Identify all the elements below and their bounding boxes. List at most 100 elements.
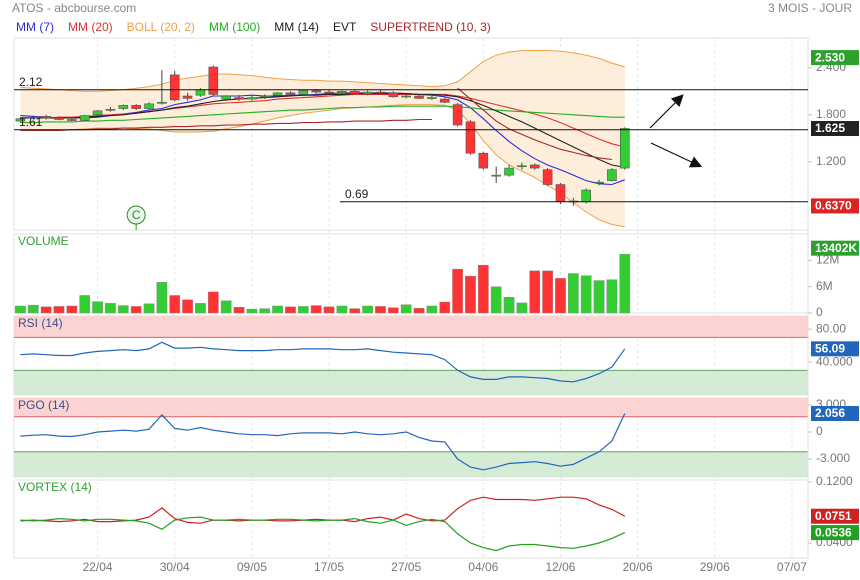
arrow-up xyxy=(649,94,684,129)
volume-bar xyxy=(130,306,142,314)
volume-bar xyxy=(272,305,283,314)
indicator-line xyxy=(20,413,626,471)
volume-bar xyxy=(310,305,322,314)
indicator-line xyxy=(20,93,625,168)
candle-body xyxy=(427,97,437,99)
event-marker xyxy=(126,205,146,225)
zone xyxy=(14,451,808,477)
candle-body xyxy=(619,128,630,169)
volume-bar xyxy=(439,301,451,314)
level-label: 0.69 xyxy=(345,187,369,201)
candle-body xyxy=(54,117,64,120)
zone xyxy=(14,398,808,417)
legend-item: SUPERTREND (10, 3) xyxy=(370,20,490,34)
volume-bar xyxy=(555,278,566,314)
candle-body xyxy=(594,181,604,184)
x-tick-label: 30/04 xyxy=(160,560,190,574)
volume-bar xyxy=(233,307,245,314)
y-tick-label: 0 xyxy=(816,305,823,319)
candle-body xyxy=(169,74,180,101)
y-tick-label: 80.00 xyxy=(816,321,846,335)
candle-body xyxy=(529,164,540,169)
candle-body xyxy=(15,118,26,122)
volume-bar xyxy=(452,268,463,314)
candle-body xyxy=(478,152,489,169)
y-tick-label: 12M xyxy=(816,253,839,267)
volume-bar xyxy=(465,275,476,314)
zone xyxy=(14,316,808,338)
x-tick-label: 22/04 xyxy=(83,560,113,574)
volume-bar xyxy=(169,295,181,314)
x-tick-label: 20/06 xyxy=(623,560,653,574)
legend-item: MM (100) xyxy=(209,20,260,34)
panel-frame xyxy=(13,233,809,314)
label-layer: ATOS - abcbourse.com 3 MOIS - JOUR 22/04… xyxy=(12,1,859,574)
value-box xyxy=(811,121,859,137)
panel-title: RSI (14) xyxy=(18,316,63,330)
candle-body xyxy=(131,105,141,109)
candle-body xyxy=(362,91,373,94)
candle-body xyxy=(67,119,77,121)
candle-body xyxy=(79,115,90,121)
volume-bar xyxy=(542,270,553,314)
volume-bar xyxy=(297,306,309,314)
volume-bar xyxy=(477,264,489,314)
legend-item: MM (14) xyxy=(274,20,319,34)
candle-body xyxy=(491,174,501,177)
volume-bar xyxy=(53,306,65,314)
legend-item: MM (20) xyxy=(68,20,113,34)
candle-body xyxy=(311,90,321,93)
volume-bar xyxy=(323,306,335,314)
volume-bar xyxy=(105,303,116,314)
volume-bar xyxy=(259,308,271,314)
x-tick-label: 27/05 xyxy=(391,560,421,574)
volume-bar xyxy=(606,279,618,314)
volume-bar xyxy=(567,273,579,314)
value-box-label: 2.530 xyxy=(815,50,845,64)
period-label: 3 MOIS - JOUR xyxy=(768,1,852,15)
x-tick-label: 29/06 xyxy=(700,560,730,574)
y-tick-label: 0.1200 xyxy=(816,474,853,488)
panel-frame xyxy=(13,37,809,231)
bollinger-fill xyxy=(20,50,625,227)
panel-title: VOLUME xyxy=(18,234,69,248)
candle-body xyxy=(195,89,206,96)
y-tick-label: 1.800 xyxy=(816,107,846,121)
indicator-line xyxy=(20,105,625,124)
x-tick-label: 12/06 xyxy=(545,560,575,574)
value-box-label: 13402K xyxy=(815,241,857,255)
indicator-line xyxy=(20,496,626,524)
candle-body xyxy=(607,169,617,181)
level-label: 2.12 xyxy=(19,75,43,89)
legend-item: BOLL (20, 2) xyxy=(127,20,195,34)
candle-body xyxy=(92,110,103,116)
site-title: ATOS - abcbourse.com xyxy=(12,1,136,15)
volume-bar xyxy=(40,306,52,314)
value-box xyxy=(811,341,859,357)
value-box xyxy=(811,508,859,524)
arrow-down xyxy=(650,142,703,168)
x-tick-label: 07/07 xyxy=(777,560,807,574)
candle-body xyxy=(324,91,334,94)
y-tick-label: 1.200 xyxy=(816,154,846,168)
volume-bar xyxy=(387,307,399,314)
volume-bar xyxy=(362,305,373,314)
value-box xyxy=(811,50,859,66)
volume-bar xyxy=(285,306,296,314)
candle-body xyxy=(234,97,244,100)
value-box-label: 0.6370 xyxy=(815,199,852,213)
volume-bar xyxy=(349,308,361,314)
volume-bar xyxy=(195,303,206,314)
candle-body xyxy=(28,116,39,119)
candle-body xyxy=(221,95,231,100)
value-box-label: 0.0536 xyxy=(815,525,852,539)
value-box-label: 0.0751 xyxy=(815,509,852,523)
legend-item: EVT xyxy=(333,20,357,34)
value-box xyxy=(811,406,859,422)
candle-body xyxy=(118,105,129,109)
value-box xyxy=(811,240,859,256)
candle-body xyxy=(272,92,283,96)
candle-body xyxy=(285,92,296,95)
candle-body xyxy=(208,66,219,95)
event-label: C xyxy=(132,208,141,222)
